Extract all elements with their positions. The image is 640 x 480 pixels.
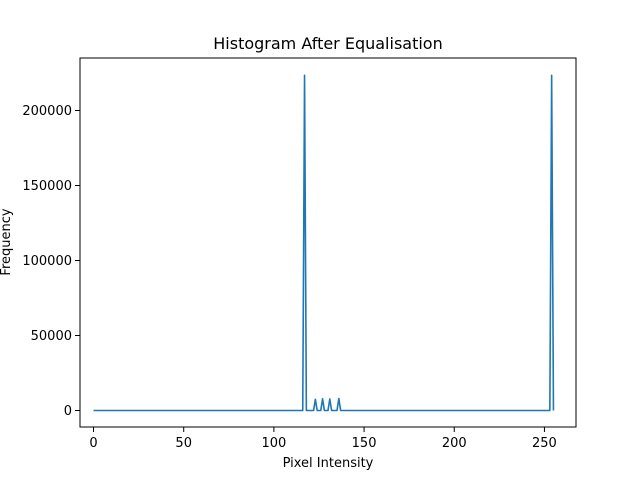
plot-background [80,58,576,427]
x-axis-label: Pixel Intensity [283,456,374,471]
x-tick-label: 0 [89,436,97,451]
plot-frame [79,57,577,428]
y-tick-label: 50000 [31,329,72,344]
x-tick-label: 200 [442,436,467,451]
series-layer [93,74,555,412]
x-tick-label: 250 [532,436,557,451]
x-axis-ticks: 0 50 100 150 200 250 [89,427,557,451]
y-tick-label: 100000 [22,254,72,269]
y-tick-label: 0 [64,404,72,419]
chart-title: Histogram After Equalisation [213,34,442,53]
y-tick-label: 200000 [22,104,72,119]
x-tick-label: 100 [261,436,286,451]
series-line-0 [93,74,555,412]
y-axis-label: Frequency [0,208,14,275]
y-axis-ticks: 0 50000 100000 150000 200000 [22,104,80,419]
y-tick-label: 150000 [22,179,72,194]
x-tick-label: 50 [175,436,192,451]
x-tick-label: 150 [352,436,377,451]
